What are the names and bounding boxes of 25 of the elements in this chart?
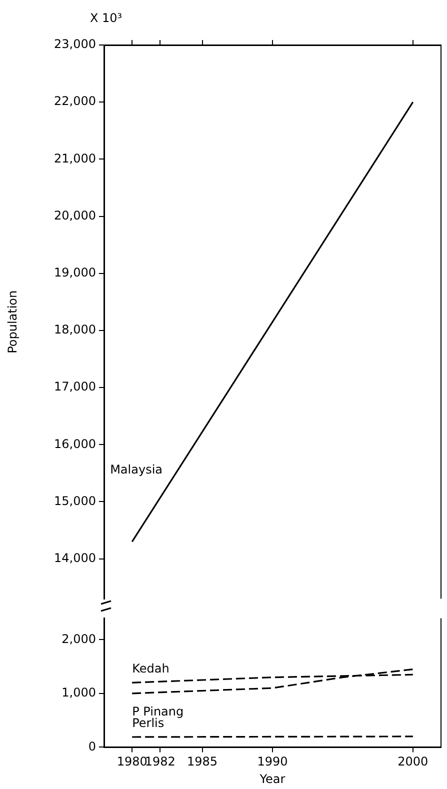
x-tick-label: 1980 [116, 754, 148, 769]
x-tick-label: 2000 [398, 754, 428, 769]
x-tick-label: 1985 [187, 754, 218, 769]
y-tick-label: 20,000 [54, 208, 96, 222]
y-tick-label: 17,000 [54, 380, 96, 394]
series-label: Malaysia [110, 462, 163, 477]
text: X 10³ [90, 11, 122, 25]
y-axis-title: Population [5, 290, 20, 354]
y-tick-label: 18,000 [54, 322, 96, 337]
y-tick-label: 0 [88, 739, 96, 754]
y-tick-label: 23,000 [54, 37, 96, 52]
y-tick-label: 16,000 [54, 436, 96, 451]
x-tick-label: 1990 [257, 754, 288, 769]
series-label: P Pinang [132, 704, 184, 718]
y-tick-label: 19,000 [54, 265, 96, 280]
series-label: Kedah [132, 662, 170, 676]
y-tick-label: 21,000 [54, 151, 96, 166]
y-tick-label: 1,000 [62, 686, 96, 700]
series-label: Perlis [132, 716, 164, 730]
y-tick-label: 2,000 [62, 632, 96, 646]
y-tick-label: 14,000 [54, 550, 96, 565]
y-tick-label: 15,000 [54, 494, 96, 508]
y-tick-label: 22,000 [54, 94, 96, 108]
x-axis-title: Year [258, 772, 286, 786]
x-tick-label: 1982 [144, 754, 176, 769]
